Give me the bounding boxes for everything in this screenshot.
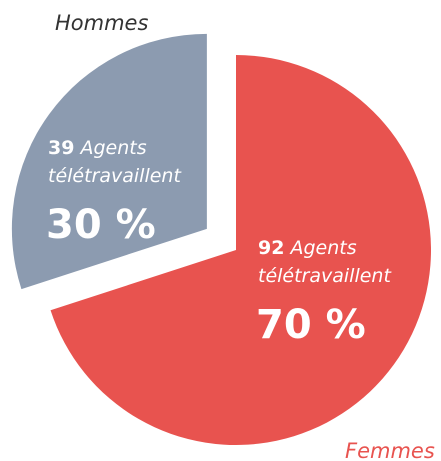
count-number: 39 xyxy=(48,137,74,159)
slice-count: 92 Agents xyxy=(258,237,357,259)
category-label: Femmes xyxy=(345,439,435,461)
count-text: Agents xyxy=(78,137,146,159)
pie-slice xyxy=(50,55,431,445)
value-label: 70 % xyxy=(256,302,366,348)
slice-count: 39 Agents xyxy=(48,137,147,159)
count-text: télétravaillent xyxy=(48,165,182,187)
count-text: télétravaillent xyxy=(258,265,392,287)
value-label: 30 % xyxy=(46,202,156,248)
count-text: Agents xyxy=(288,237,356,259)
pie-slice xyxy=(11,33,207,290)
count-number: 92 xyxy=(258,237,284,259)
category-label: Hommes xyxy=(55,11,148,35)
